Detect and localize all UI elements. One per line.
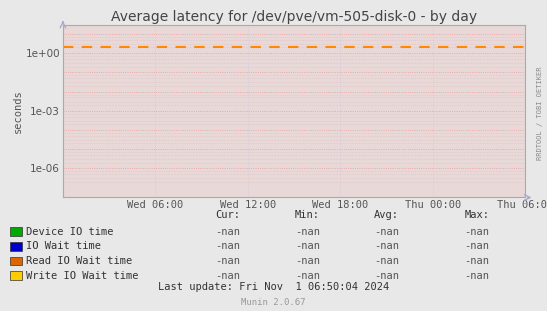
Text: -nan: -nan xyxy=(464,256,490,266)
Text: -nan: -nan xyxy=(295,271,320,281)
Text: -nan: -nan xyxy=(216,227,241,237)
Text: -nan: -nan xyxy=(374,241,399,251)
Text: Avg:: Avg: xyxy=(374,210,399,220)
Text: -nan: -nan xyxy=(295,256,320,266)
Text: -nan: -nan xyxy=(464,227,490,237)
Text: Last update: Fri Nov  1 06:50:04 2024: Last update: Fri Nov 1 06:50:04 2024 xyxy=(158,282,389,292)
Text: -nan: -nan xyxy=(374,271,399,281)
Text: -nan: -nan xyxy=(216,271,241,281)
Text: Cur:: Cur: xyxy=(216,210,241,220)
Text: -nan: -nan xyxy=(374,227,399,237)
Text: -nan: -nan xyxy=(216,256,241,266)
Text: RRDTOOL / TOBI OETIKER: RRDTOOL / TOBI OETIKER xyxy=(538,67,543,160)
Text: -nan: -nan xyxy=(216,241,241,251)
Text: Max:: Max: xyxy=(464,210,490,220)
Text: -nan: -nan xyxy=(295,241,320,251)
Text: Munin 2.0.67: Munin 2.0.67 xyxy=(241,298,306,307)
Text: -nan: -nan xyxy=(464,271,490,281)
Title: Average latency for /dev/pve/vm-505-disk-0 - by day: Average latency for /dev/pve/vm-505-disk… xyxy=(111,10,477,24)
Text: Read IO Wait time: Read IO Wait time xyxy=(26,256,132,266)
Text: Write IO Wait time: Write IO Wait time xyxy=(26,271,139,281)
Text: -nan: -nan xyxy=(295,227,320,237)
Text: -nan: -nan xyxy=(374,256,399,266)
Text: -nan: -nan xyxy=(464,241,490,251)
Text: IO Wait time: IO Wait time xyxy=(26,241,101,251)
Y-axis label: seconds: seconds xyxy=(13,89,23,133)
Text: Min:: Min: xyxy=(295,210,320,220)
Text: Device IO time: Device IO time xyxy=(26,227,114,237)
